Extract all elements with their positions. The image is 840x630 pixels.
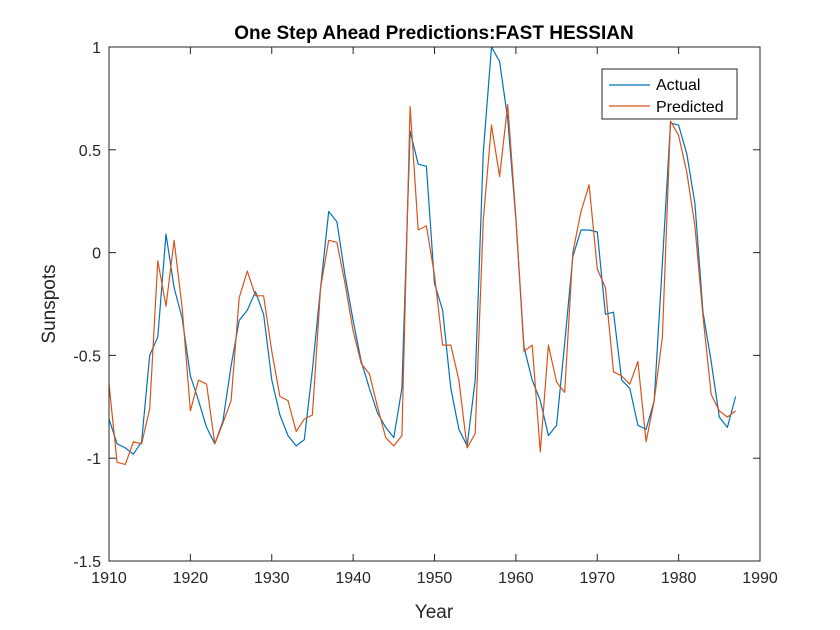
legend-label-actual: Actual — [656, 77, 700, 94]
x-tick-label: 1960 — [498, 570, 534, 587]
x-tick-label: 1940 — [335, 570, 371, 587]
legend-label-predicted: Predicted — [656, 99, 724, 116]
y-tick-label: -1 — [87, 451, 101, 468]
y-tick-label: 0.5 — [79, 143, 101, 160]
series-line-actual — [108, 46, 737, 455]
series-line-predicted — [108, 103, 736, 465]
legend: Actual Predicted — [601, 68, 738, 120]
series-group — [108, 46, 737, 465]
x-tick-label: 1970 — [579, 570, 615, 587]
x-tick-label: 1920 — [173, 570, 209, 587]
plot-area — [109, 47, 760, 561]
x-tick-label: 1950 — [417, 570, 453, 587]
y-tick-label: 0 — [92, 246, 101, 263]
y-tick-label: 1 — [92, 40, 101, 57]
y-tick-label: -1.5 — [73, 554, 101, 571]
x-tick-label: 1930 — [254, 570, 290, 587]
x-tick-label: 1910 — [91, 570, 127, 587]
legend-box — [601, 68, 738, 120]
x-tick-label: 1980 — [661, 570, 697, 587]
y-axis-label: Sunspots — [39, 264, 60, 343]
chart-title: One Step Ahead Predictions:FAST HESSIAN — [234, 23, 633, 44]
x-tick-label: 1990 — [742, 570, 778, 587]
plot-background — [109, 47, 760, 561]
ticks-group: 1910 1920 1930 1940 1950 1960 1970 1980 1990 -1.5… — [73, 40, 777, 587]
x-axis-label: Year — [415, 602, 454, 623]
y-tick-label: -0.5 — [73, 348, 101, 365]
